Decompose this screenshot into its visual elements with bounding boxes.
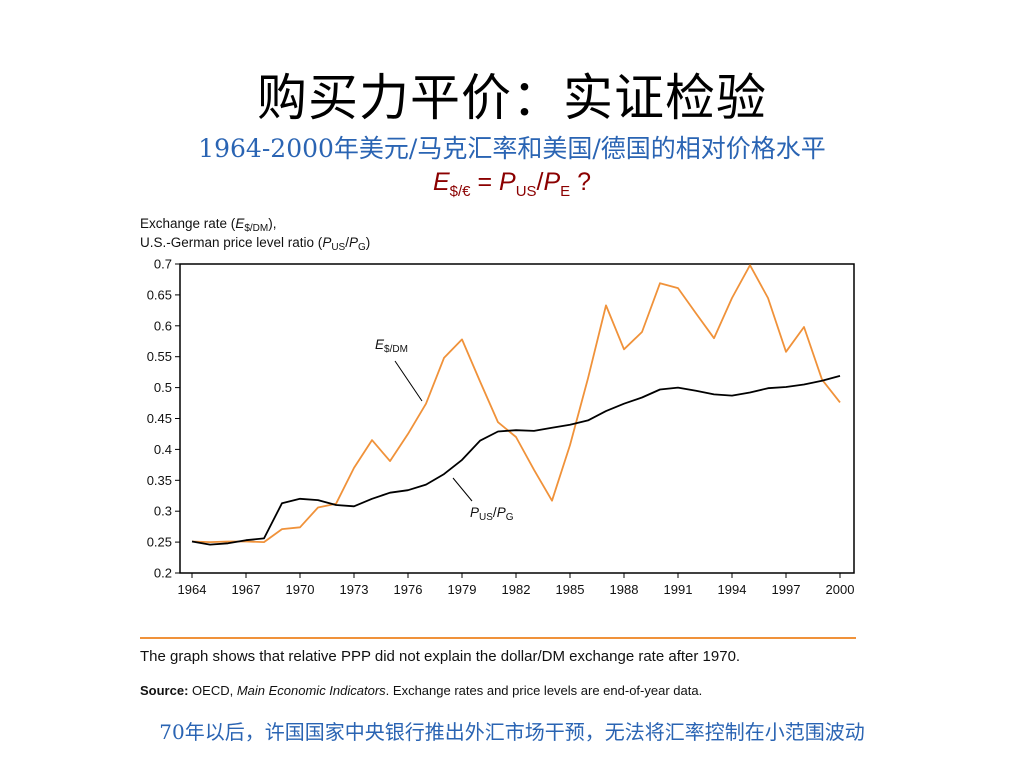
y-tick-label: 0.6 [154, 318, 172, 333]
p-series-label: PUS/PG [470, 505, 514, 523]
exchange-rate-chart: Exchange rate (E$/DM), U.S.-German price… [140, 216, 855, 597]
chart-caption: The graph shows that relative PPP did no… [140, 648, 741, 665]
e-series-leader-line [394, 360, 423, 402]
p-series-leader-line [452, 477, 473, 502]
x-tick-label: 1967 [232, 582, 261, 597]
x-tick-label: 1994 [718, 582, 747, 597]
y-axis-label-line2: U.S.-German price level ratio (PUS/PG) [140, 235, 370, 253]
y-tick-label: 0.55 [147, 349, 172, 364]
y-axis-label-line1: Exchange rate (E$/DM), [140, 216, 276, 234]
y-tick-label: 0.25 [147, 535, 172, 550]
caption-divider [140, 637, 856, 639]
formula-slash: / [536, 168, 544, 196]
source-org: OECD, [192, 683, 234, 698]
x-tick-label: 1976 [394, 582, 423, 597]
formula-equals: = [470, 168, 499, 196]
source-note: . Exchange rates and price levels are en… [385, 683, 703, 698]
y-tick-label: 0.2 [154, 566, 172, 581]
formula-p-us-sub: US [515, 183, 537, 200]
x-tick-label: 1973 [340, 582, 369, 597]
slide-footer-note: 70年以后，许国国家中央银行推出外汇市场干预，无法将汇率控制在小范围波动 [159, 720, 865, 744]
x-tick-label: 2000 [826, 582, 855, 597]
y-tick-label: 0.35 [147, 473, 172, 488]
formula-p-e-sub: E [560, 183, 571, 200]
source-publication: Main Economic Indicators [236, 683, 386, 698]
x-tick-label: 1979 [448, 582, 477, 597]
formula-p-us: P [499, 168, 516, 196]
x-tick-label: 1964 [178, 582, 207, 597]
plot-frame [179, 263, 855, 574]
y-tick-label: 0.65 [147, 287, 172, 302]
ppp-formula: E$/€ = PUS/PE ? [0, 168, 1024, 200]
slide-subtitle: 1964-2000年美元/马克汇率和美国/德国的相对价格水平 [198, 134, 826, 163]
x-tick-label: 1985 [556, 582, 585, 597]
y-tick-label: 0.4 [154, 442, 172, 457]
formula-p-e: P [543, 168, 561, 196]
price-ratio-line [191, 375, 841, 546]
y-tick-label: 0.45 [147, 411, 172, 426]
slide-title: 购买力平价：实证检验 [257, 69, 767, 127]
x-tick-label: 1997 [772, 582, 801, 597]
x-tick-label: 1982 [502, 582, 531, 597]
y-tick-label: 0.3 [154, 504, 172, 519]
y-tick-label: 0.7 [154, 257, 172, 272]
x-tick-label: 1970 [286, 582, 315, 597]
y-tick-label: 0.5 [154, 380, 172, 395]
formula-e-sub: $/€ [449, 183, 471, 200]
chart-container: Exchange rate (E$/DM), U.S.-German price… [130, 205, 870, 605]
e-series-label: E$/DM [375, 337, 408, 355]
formula-question: ? [570, 168, 592, 196]
source-label: Source: [140, 683, 189, 698]
chart-source: Source: OECD, Main Economic Indicators. … [140, 683, 900, 698]
formula-e: E [432, 168, 450, 196]
x-tick-label: 1988 [610, 582, 639, 597]
e-dollar-dm-line [191, 264, 841, 544]
x-tick-label: 1991 [664, 582, 693, 597]
